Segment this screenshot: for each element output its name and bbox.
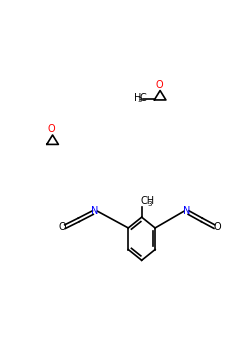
Text: CH: CH bbox=[141, 196, 155, 206]
Text: O: O bbox=[156, 80, 163, 90]
Text: H: H bbox=[134, 93, 141, 103]
Text: C: C bbox=[140, 93, 146, 103]
Text: N: N bbox=[92, 206, 99, 216]
Text: O: O bbox=[58, 222, 66, 232]
Text: O: O bbox=[48, 125, 56, 134]
Text: 3: 3 bbox=[148, 202, 152, 208]
Text: O: O bbox=[214, 222, 221, 232]
Text: N: N bbox=[182, 206, 190, 216]
Text: 3: 3 bbox=[138, 98, 142, 104]
